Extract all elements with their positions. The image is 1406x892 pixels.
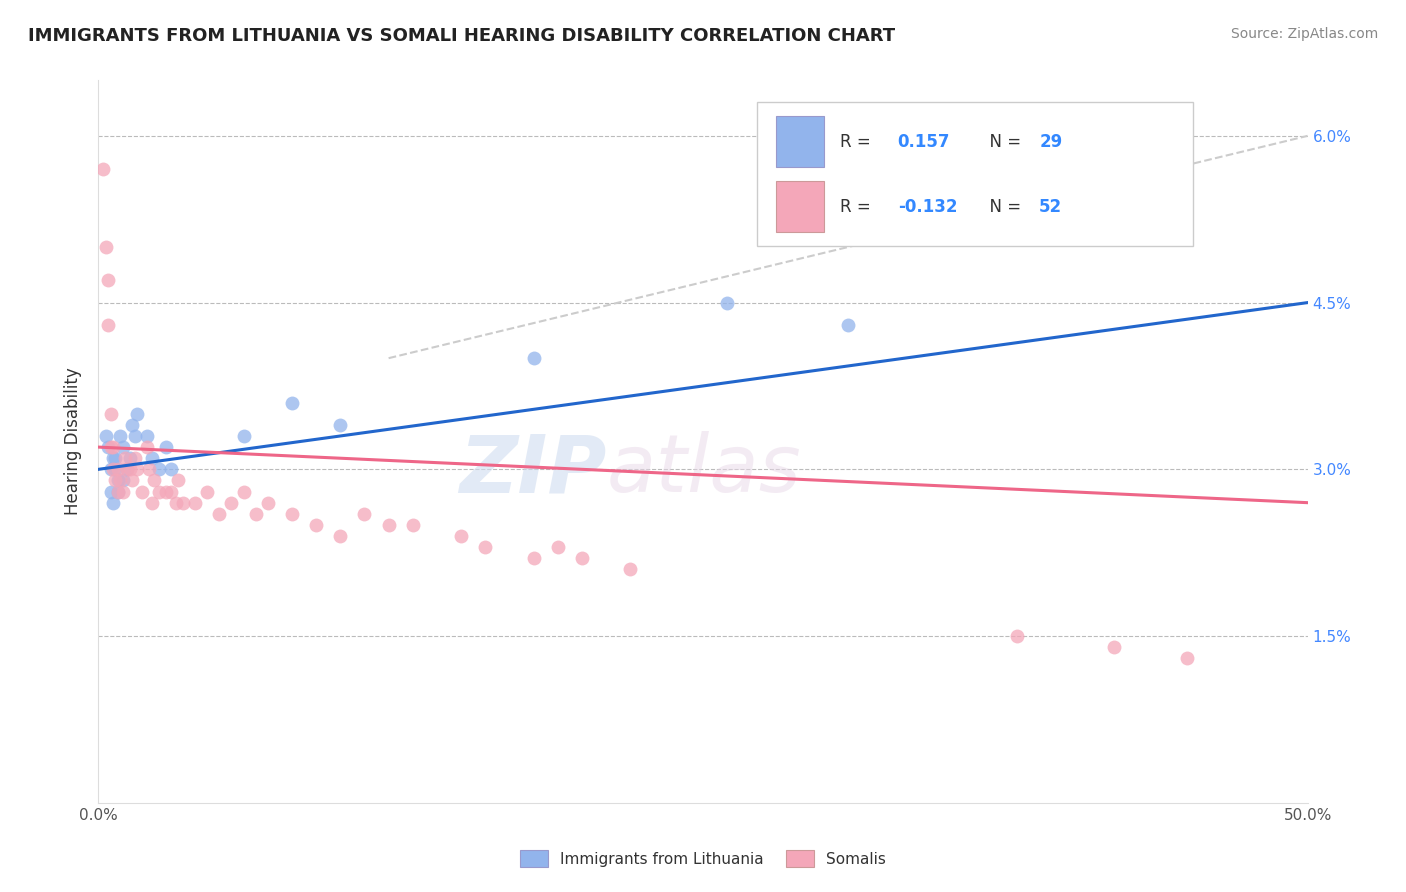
Point — [121, 417, 143, 432]
Point — [155, 440, 177, 454]
Bar — [776, 181, 824, 232]
Text: Source: ZipAtlas.com: Source: ZipAtlas.com — [1230, 27, 1378, 41]
FancyBboxPatch shape — [758, 102, 1192, 246]
Point — [195, 484, 218, 499]
Point — [118, 451, 141, 466]
Point — [107, 462, 129, 476]
Point — [329, 529, 352, 543]
Point — [127, 407, 149, 421]
Point — [101, 440, 124, 454]
Point — [94, 240, 117, 254]
Point — [1102, 640, 1125, 655]
Point — [94, 429, 117, 443]
Point — [117, 462, 139, 476]
Bar — [776, 117, 824, 167]
Point — [716, 295, 738, 310]
Point — [547, 540, 569, 554]
Point — [104, 451, 127, 466]
Point — [281, 395, 304, 409]
Point — [167, 474, 190, 488]
Point — [117, 462, 139, 476]
Point — [245, 507, 267, 521]
Point — [104, 462, 127, 476]
Point — [155, 484, 177, 499]
Point — [160, 462, 183, 476]
Text: 52: 52 — [1039, 198, 1063, 216]
Point — [97, 318, 120, 332]
Point — [232, 429, 254, 443]
Point — [148, 462, 170, 476]
Point — [108, 474, 131, 488]
Point — [107, 484, 129, 499]
Point — [108, 429, 131, 443]
Point — [101, 451, 124, 466]
Legend: Immigrants from Lithuania, Somalis: Immigrants from Lithuania, Somalis — [520, 850, 886, 867]
Point — [474, 540, 496, 554]
Point — [160, 484, 183, 499]
Point — [101, 462, 124, 476]
Point — [141, 496, 163, 510]
Point — [114, 451, 136, 466]
Text: 0.157: 0.157 — [897, 133, 950, 151]
Point — [305, 517, 328, 532]
Y-axis label: Hearing Disability: Hearing Disability — [65, 368, 83, 516]
Point — [97, 440, 120, 454]
Text: N =: N = — [979, 133, 1026, 151]
Point — [232, 484, 254, 499]
Point — [571, 551, 593, 566]
Point — [124, 451, 146, 466]
Point — [148, 484, 170, 499]
Text: N =: N = — [979, 198, 1026, 216]
Text: -0.132: -0.132 — [897, 198, 957, 216]
Point — [91, 162, 114, 177]
Point — [1007, 629, 1029, 643]
Point — [100, 484, 122, 499]
Point — [619, 562, 641, 576]
Point — [104, 474, 127, 488]
Point — [107, 484, 129, 499]
Point — [837, 318, 859, 332]
Point — [353, 507, 375, 521]
Point — [100, 440, 122, 454]
Point — [450, 529, 472, 543]
Point — [523, 551, 546, 566]
Point — [165, 496, 187, 510]
Point — [138, 462, 160, 476]
Point — [523, 351, 546, 366]
Text: IMMIGRANTS FROM LITHUANIA VS SOMALI HEARING DISABILITY CORRELATION CHART: IMMIGRANTS FROM LITHUANIA VS SOMALI HEAR… — [28, 27, 896, 45]
Point — [135, 440, 157, 454]
Point — [107, 474, 129, 488]
Point — [141, 451, 163, 466]
Point — [121, 474, 143, 488]
Point — [118, 462, 141, 476]
Point — [111, 440, 134, 454]
Point — [184, 496, 207, 510]
Point — [1175, 651, 1198, 665]
Point — [111, 484, 134, 499]
Text: R =: R = — [839, 133, 876, 151]
Point — [111, 474, 134, 488]
Point — [97, 273, 120, 287]
Point — [172, 496, 194, 510]
Text: ZIP: ZIP — [458, 432, 606, 509]
Point — [127, 462, 149, 476]
Point — [402, 517, 425, 532]
Point — [124, 429, 146, 443]
Point — [256, 496, 278, 510]
Text: 29: 29 — [1039, 133, 1063, 151]
Point — [143, 474, 166, 488]
Point — [221, 496, 243, 510]
Point — [101, 496, 124, 510]
Point — [131, 484, 153, 499]
Text: atlas: atlas — [606, 432, 801, 509]
Point — [329, 417, 352, 432]
Point — [100, 462, 122, 476]
Point — [135, 429, 157, 443]
Point — [100, 407, 122, 421]
Point — [281, 507, 304, 521]
Point — [208, 507, 231, 521]
Point — [377, 517, 399, 532]
Text: R =: R = — [839, 198, 876, 216]
